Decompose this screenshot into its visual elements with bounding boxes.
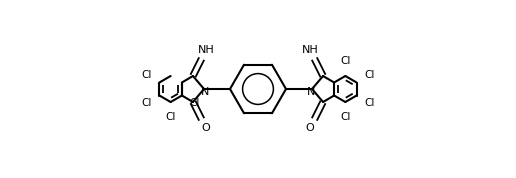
Text: Cl: Cl	[190, 98, 200, 108]
Text: NH: NH	[301, 45, 318, 55]
Text: N: N	[307, 87, 315, 97]
Text: Cl: Cl	[166, 112, 176, 122]
Text: Cl: Cl	[340, 56, 350, 66]
Text: Cl: Cl	[340, 112, 350, 122]
Text: NH: NH	[198, 45, 215, 55]
Text: O: O	[202, 123, 211, 133]
Text: Cl: Cl	[364, 70, 375, 80]
Text: N: N	[201, 87, 209, 97]
Text: Cl: Cl	[141, 70, 152, 80]
Text: O: O	[305, 123, 314, 133]
Text: Cl: Cl	[141, 98, 152, 108]
Text: Cl: Cl	[364, 98, 375, 108]
